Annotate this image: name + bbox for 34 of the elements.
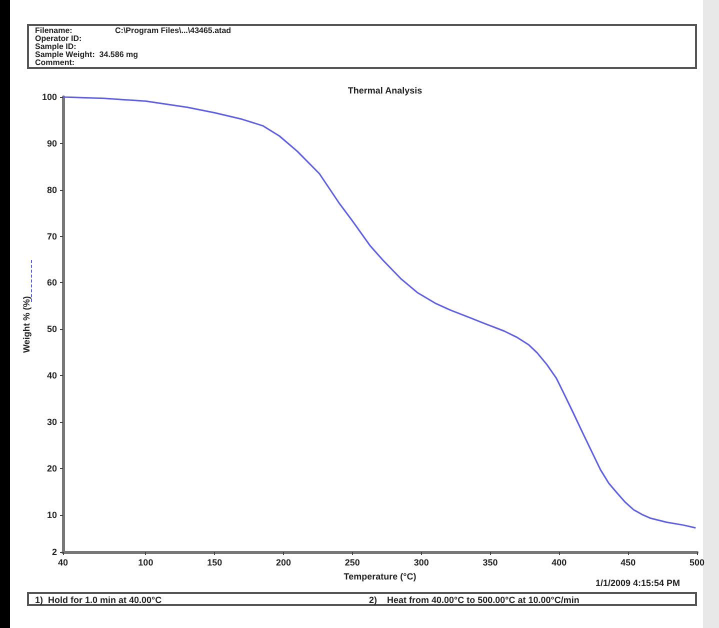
text: Sample ID: (35, 42, 78, 51)
text: Sample Weight: 34.586 mg (35, 50, 138, 59)
x-tick-label: 200 (276, 558, 292, 568)
line-series (62, 96, 696, 529)
y-tick-label: 30 (46, 417, 57, 427)
y-tick-label: 60 (46, 278, 57, 288)
y-tick-label: 40 (46, 370, 57, 381)
text: C:\Program Files\...\43465.atad (115, 26, 232, 35)
text: Operator ID: (35, 34, 83, 43)
y-tick-label: 90 (46, 138, 57, 148)
x-tick-label: 500 (689, 558, 705, 568)
text: Filename: (35, 26, 74, 35)
x-tick-label: 150 (207, 558, 222, 568)
text: 2) Heat from 40.00°C to 500.00°C at 10.00°C/min (369, 595, 580, 605)
y-tick-label: 100 (42, 92, 57, 102)
x-axis-title: Temperature (°C) (344, 571, 416, 582)
x-tick-label: 450 (620, 558, 636, 568)
y-tick-label: 50 (46, 324, 57, 334)
x-tick-label: 300 (414, 558, 429, 568)
x-tick-label: 40 (58, 558, 68, 568)
text: Comment: (35, 58, 75, 67)
x-tick-label: 350 (482, 558, 498, 568)
x-tick-label: 400 (552, 558, 567, 568)
y-tick-label: 10 (46, 510, 57, 520)
y-tick-label: 80 (46, 184, 57, 195)
text: 1/1/2009 4:15:54 PM (594, 578, 680, 588)
y-axis-title: Weight % (%) (22, 296, 32, 353)
x-tick-label: 250 (344, 558, 360, 568)
y-tick-label: 70 (46, 231, 57, 242)
chart-title: Thermal Analysis (348, 86, 422, 96)
text: 1) Hold for 1.0 min at 40.00°C (35, 595, 162, 605)
x-tick-label: 100 (138, 558, 154, 568)
y-tick-label: 2 (52, 547, 57, 557)
y-tick-label: 20 (46, 463, 57, 474)
